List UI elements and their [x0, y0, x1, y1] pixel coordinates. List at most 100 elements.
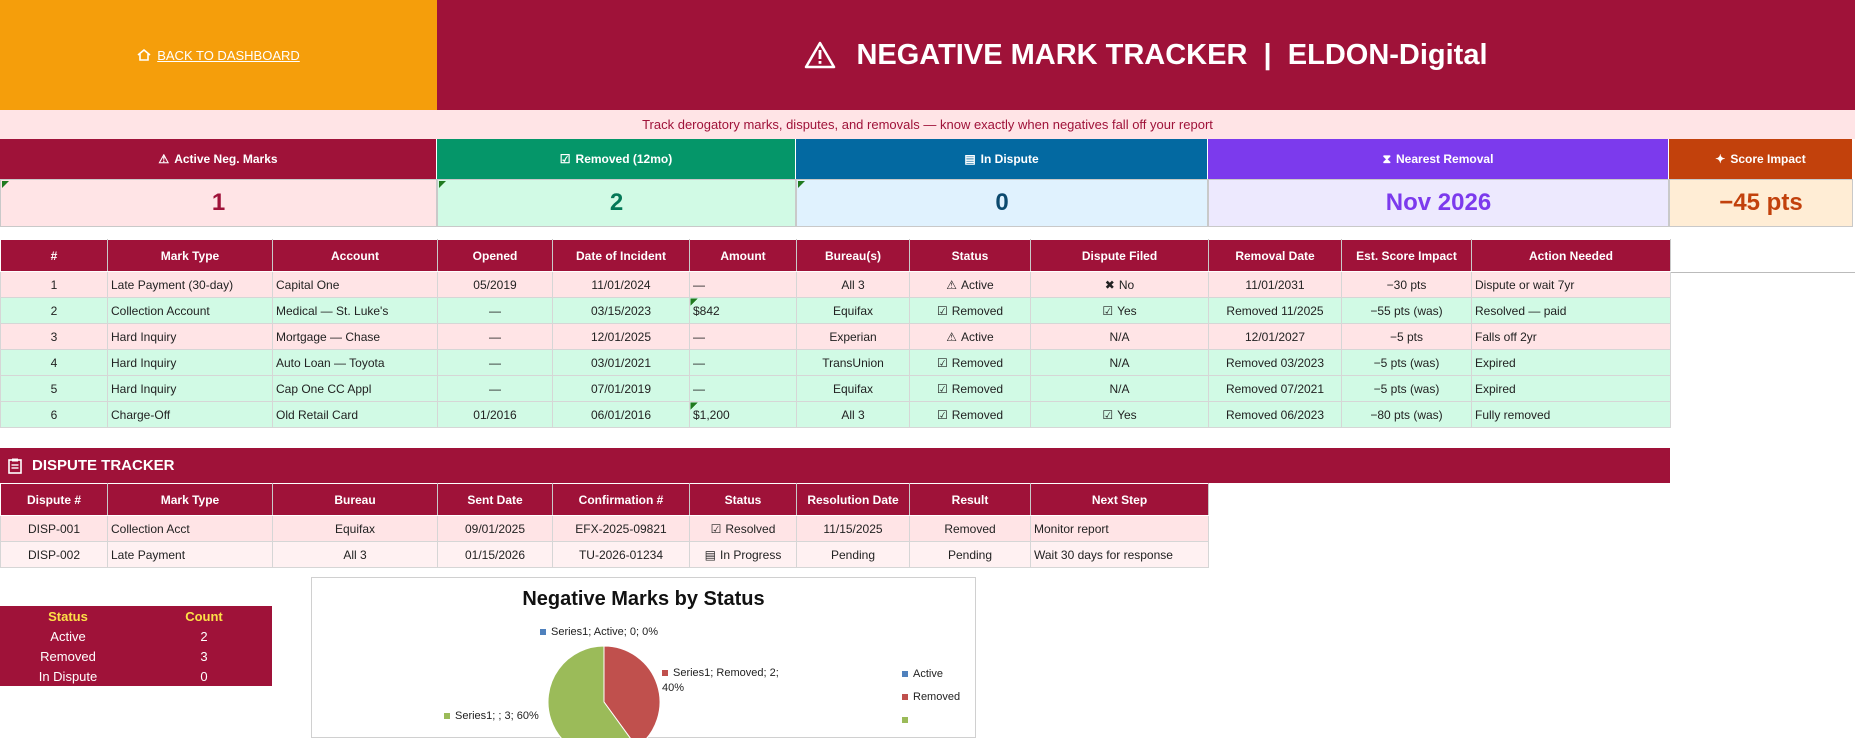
cell-type[interactable]: Late Payment	[107, 541, 273, 568]
cell-type[interactable]: Hard Inquiry	[107, 375, 273, 402]
cell-status[interactable]: ▤ In Progress	[689, 541, 797, 568]
cell-type[interactable]: Collection Account	[107, 297, 273, 324]
cell-sent[interactable]: 09/01/2025	[437, 515, 553, 542]
cell-type[interactable]: Late Payment (30-day)	[107, 271, 273, 298]
cell-dispute[interactable]: ✖ No	[1030, 271, 1209, 298]
cell-account[interactable]: Cap One CC Appl	[272, 375, 438, 402]
cell-n[interactable]: 5	[0, 375, 108, 402]
cell-amount[interactable]: —	[689, 349, 797, 376]
col-header[interactable]: Action Needed	[1471, 239, 1671, 272]
cell-status[interactable]: ☑ Removed	[909, 401, 1031, 428]
cell-impact[interactable]: −80 pts (was)	[1341, 401, 1472, 428]
cell-action[interactable]: Expired	[1471, 349, 1671, 376]
cell-bureau[interactable]: All 3	[796, 271, 910, 298]
cell-removal[interactable]: Removed 06/2023	[1208, 401, 1342, 428]
cell-incident[interactable]: 03/15/2023	[552, 297, 690, 324]
col-header[interactable]: Status	[909, 239, 1031, 272]
table-row[interactable]: 3 Hard Inquiry Mortgage — Chase —12/01/2025…	[0, 323, 1671, 350]
cell-n[interactable]: 2	[0, 297, 108, 324]
cell-incident[interactable]: 06/01/2016	[552, 401, 690, 428]
cell-removal[interactable]: Removed 03/2023	[1208, 349, 1342, 376]
col-header[interactable]: Mark Type	[107, 239, 273, 272]
table-row[interactable]: DISP-002 Late Payment All 3 01/15/2026 TU-20…	[0, 541, 1209, 568]
cell-result[interactable]: Pending	[909, 541, 1031, 568]
cell-opened[interactable]: —	[437, 349, 553, 376]
cell-opened[interactable]: —	[437, 375, 553, 402]
cell-removal[interactable]: 12/01/2027	[1208, 323, 1342, 350]
cell-type[interactable]: Hard Inquiry	[107, 349, 273, 376]
cell-conf[interactable]: EFX-2025-09821	[552, 515, 690, 542]
cell-bureau[interactable]: Experian	[796, 323, 910, 350]
cell-result[interactable]: Removed	[909, 515, 1031, 542]
col-header[interactable]: Opened	[437, 239, 553, 272]
cell-type[interactable]: Collection Acct	[107, 515, 273, 542]
cell-incident[interactable]: 12/01/2025	[552, 323, 690, 350]
cell-status[interactable]: ☑ Removed	[909, 349, 1031, 376]
col-header[interactable]: Est. Score Impact	[1341, 239, 1472, 272]
col-header[interactable]: Resolution Date	[796, 483, 910, 516]
cell-id[interactable]: DISP-002	[0, 541, 108, 568]
cell-id[interactable]: DISP-001	[0, 515, 108, 542]
cell-n[interactable]: 4	[0, 349, 108, 376]
cell-dispute[interactable]: N/A	[1030, 323, 1209, 350]
cell-sent[interactable]: 01/15/2026	[437, 541, 553, 568]
cell-status[interactable]: ⚠ Active	[909, 271, 1031, 298]
col-header[interactable]: Bureau	[272, 483, 438, 516]
cell-account[interactable]: Old Retail Card	[272, 401, 438, 428]
cell-amount[interactable]: $842	[689, 297, 797, 324]
cell-opened[interactable]: —	[437, 323, 553, 350]
cell-resolved[interactable]: 11/15/2025	[796, 515, 910, 542]
col-header[interactable]: Next Step	[1030, 483, 1209, 516]
col-header[interactable]: Sent Date	[437, 483, 553, 516]
cell-status[interactable]: ☑ Removed	[909, 375, 1031, 402]
col-header[interactable]: Date of Incident	[552, 239, 690, 272]
cell-dispute[interactable]: ☑ Yes	[1030, 297, 1209, 324]
status-pie-chart[interactable]: Negative Marks by Status Series1; Active…	[311, 577, 976, 738]
cell-bureau[interactable]: All 3	[796, 401, 910, 428]
cell-removal[interactable]: 11/01/2031	[1208, 271, 1342, 298]
cell-resolved[interactable]: Pending	[796, 541, 910, 568]
cell-amount[interactable]: $1,200	[689, 401, 797, 428]
table-row[interactable]: 4 Hard Inquiry Auto Loan — Toyota —03/01/20…	[0, 349, 1671, 376]
pie-slice-unlabeled[interactable]	[547, 645, 637, 738]
cell-type[interactable]: Hard Inquiry	[107, 323, 273, 350]
cell-incident[interactable]: 07/01/2019	[552, 375, 690, 402]
cell-removal[interactable]: Removed 07/2021	[1208, 375, 1342, 402]
cell-bureau[interactable]: TransUnion	[796, 349, 910, 376]
col-header[interactable]: Confirmation #	[552, 483, 690, 516]
cell-action[interactable]: Dispute or wait 7yr	[1471, 271, 1671, 298]
cell-impact[interactable]: −5 pts	[1341, 323, 1472, 350]
cell-status[interactable]: ⚠ Active	[909, 323, 1031, 350]
table-row[interactable]: DISP-001 Collection Acct Equifax 09/01/2025…	[0, 515, 1209, 542]
cell-amount[interactable]: —	[689, 323, 797, 350]
cell-account[interactable]: Capital One	[272, 271, 438, 298]
table-row[interactable]: 2 Collection Account Medical — St. Luke's —…	[0, 297, 1671, 324]
cell-n[interactable]: 6	[0, 401, 108, 428]
cell-next[interactable]: Wait 30 days for response	[1030, 541, 1209, 568]
col-header[interactable]: Mark Type	[107, 483, 273, 516]
cell-incident[interactable]: 11/01/2024	[552, 271, 690, 298]
table-row[interactable]: 1 Late Payment (30-day) Capital One 05/2019…	[0, 271, 1671, 298]
col-header[interactable]: Status	[689, 483, 797, 516]
cell-opened[interactable]: 05/2019	[437, 271, 553, 298]
cell-next[interactable]: Monitor report	[1030, 515, 1209, 542]
cell-impact[interactable]: −55 pts (was)	[1341, 297, 1472, 324]
cell-amount[interactable]: —	[689, 375, 797, 402]
cell-action[interactable]: Fully removed	[1471, 401, 1671, 428]
cell-bureau[interactable]: Equifax	[796, 375, 910, 402]
cell-opened[interactable]: 01/2016	[437, 401, 553, 428]
cell-amount[interactable]: —	[689, 271, 797, 298]
cell-dispute[interactable]: ☑ Yes	[1030, 401, 1209, 428]
cell-n[interactable]: 1	[0, 271, 108, 298]
cell-impact[interactable]: −5 pts (was)	[1341, 349, 1472, 376]
cell-opened[interactable]: —	[437, 297, 553, 324]
col-header[interactable]: Removal Date	[1208, 239, 1342, 272]
table-row[interactable]: 5 Hard Inquiry Cap One CC Appl —07/01/2019—…	[0, 375, 1671, 402]
cell-status[interactable]: ☑ Removed	[909, 297, 1031, 324]
col-header[interactable]: Bureau(s)	[796, 239, 910, 272]
col-header[interactable]: Result	[909, 483, 1031, 516]
cell-status[interactable]: ☑ Resolved	[689, 515, 797, 542]
cell-conf[interactable]: TU-2026-01234	[552, 541, 690, 568]
cell-bureau[interactable]: Equifax	[796, 297, 910, 324]
cell-dispute[interactable]: N/A	[1030, 375, 1209, 402]
